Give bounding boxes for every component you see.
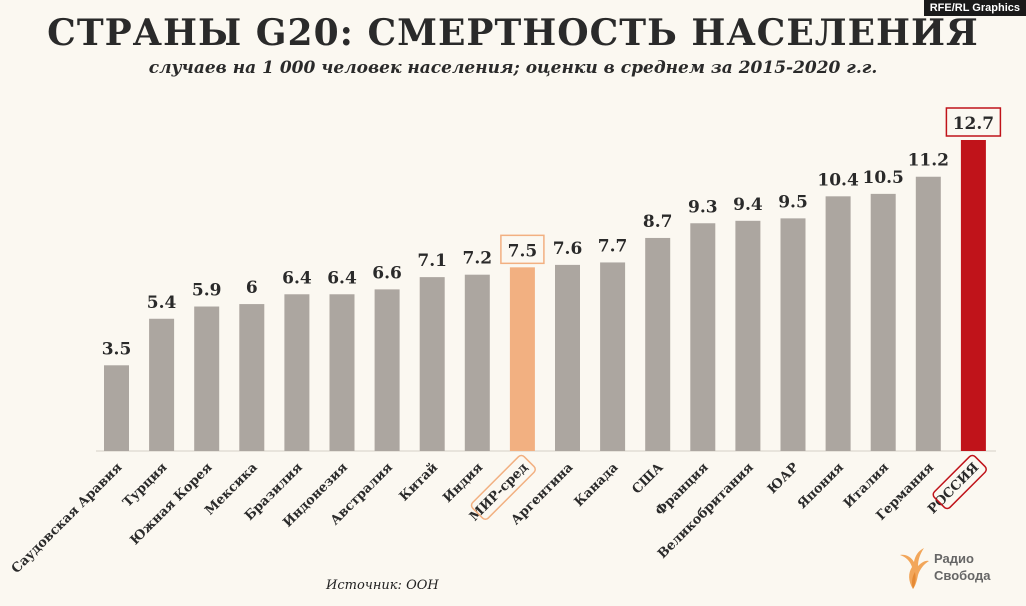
bar-8 bbox=[464, 274, 490, 451]
value-label-8: 7.2 bbox=[463, 249, 493, 269]
value-label-3: 6 bbox=[246, 278, 258, 298]
category-label-group-2: Южная Корея bbox=[128, 460, 216, 548]
category-label-group-12: США bbox=[629, 460, 666, 497]
value-label-7: 7.1 bbox=[417, 251, 447, 271]
bar-11 bbox=[600, 262, 626, 451]
value-label-12: 8.7 bbox=[643, 212, 673, 232]
category-label-group-0: Саудовская Аравия bbox=[9, 460, 126, 577]
category-label-15: ЮАР bbox=[765, 460, 802, 497]
bar-3 bbox=[239, 304, 265, 451]
value-label-13: 9.3 bbox=[688, 197, 718, 217]
chart-subtitle: случаев на 1 000 человек населения; оцен… bbox=[148, 58, 878, 78]
value-label-2: 5.9 bbox=[192, 281, 222, 301]
category-label-box-19 bbox=[932, 454, 987, 510]
category-label-11: Канада bbox=[572, 460, 622, 510]
source-note: Источник: ООН bbox=[326, 578, 439, 593]
bar-9 bbox=[509, 267, 535, 451]
bar-17 bbox=[870, 193, 896, 451]
category-label-8: Индия bbox=[440, 460, 486, 506]
logo-line-1: Радио bbox=[934, 551, 974, 566]
bar-4 bbox=[284, 294, 310, 451]
bar-14 bbox=[735, 220, 761, 451]
category-label-box-9 bbox=[470, 454, 536, 520]
category-label-12: США bbox=[629, 460, 666, 497]
value-label-15: 9.5 bbox=[778, 192, 808, 212]
category-label-7: Китай bbox=[397, 460, 442, 505]
category-label-0: Саудовская Аравия bbox=[9, 460, 126, 577]
bar-5 bbox=[329, 294, 355, 451]
bar-10 bbox=[555, 264, 580, 451]
category-label-group-7: Китай bbox=[397, 460, 442, 505]
category-label-16: Япония bbox=[795, 460, 847, 512]
logo-line-2: Свобода bbox=[934, 568, 991, 583]
value-label-10: 7.6 bbox=[553, 239, 583, 259]
value-label-4: 6.4 bbox=[282, 268, 312, 288]
value-label-17: 10.5 bbox=[862, 168, 903, 188]
category-label-group-8: Индия bbox=[440, 460, 486, 506]
bar-13 bbox=[690, 223, 716, 451]
bar-6 bbox=[374, 289, 400, 451]
value-label-box-19 bbox=[945, 107, 1002, 137]
bar-19 bbox=[960, 140, 986, 451]
value-label-box-9 bbox=[500, 234, 545, 265]
value-label-11: 7.7 bbox=[598, 236, 628, 256]
bar-2 bbox=[194, 306, 220, 451]
bar-15 bbox=[780, 218, 806, 451]
category-label-group-15: ЮАР bbox=[765, 460, 802, 497]
value-label-5: 6.4 bbox=[327, 268, 357, 288]
bar-1 bbox=[149, 318, 175, 451]
value-label-19: 12.7 bbox=[953, 114, 994, 134]
chart-title: СТРАНЫ G20: СМЕРТНОСТЬ НАСЕЛЕНИЯ bbox=[47, 12, 979, 54]
category-label-group-16: Япония bbox=[795, 460, 847, 512]
category-label-group-11: Канада bbox=[572, 460, 622, 510]
value-label-9: 7.5 bbox=[508, 241, 538, 261]
bar-16 bbox=[825, 196, 851, 451]
category-label-2: Южная Корея bbox=[128, 460, 216, 548]
credit-badge: RFE/RL Graphics bbox=[923, 0, 1026, 16]
logo-text: Радио Свобода bbox=[934, 550, 990, 584]
bar-12 bbox=[645, 237, 671, 451]
radio-svoboda-flame-icon bbox=[900, 548, 929, 589]
bar-7 bbox=[419, 277, 445, 451]
value-label-18: 11.2 bbox=[908, 151, 949, 171]
value-label-0: 3.5 bbox=[102, 339, 132, 359]
value-label-16: 10.4 bbox=[817, 170, 859, 190]
bar-0 bbox=[104, 365, 129, 451]
value-label-6: 6.6 bbox=[372, 263, 402, 283]
value-label-14: 9.4 bbox=[733, 195, 763, 215]
bar-18 bbox=[915, 176, 941, 451]
category-label-group-19: РОССИЯ bbox=[925, 454, 987, 517]
value-label-1: 5.4 bbox=[147, 293, 177, 313]
